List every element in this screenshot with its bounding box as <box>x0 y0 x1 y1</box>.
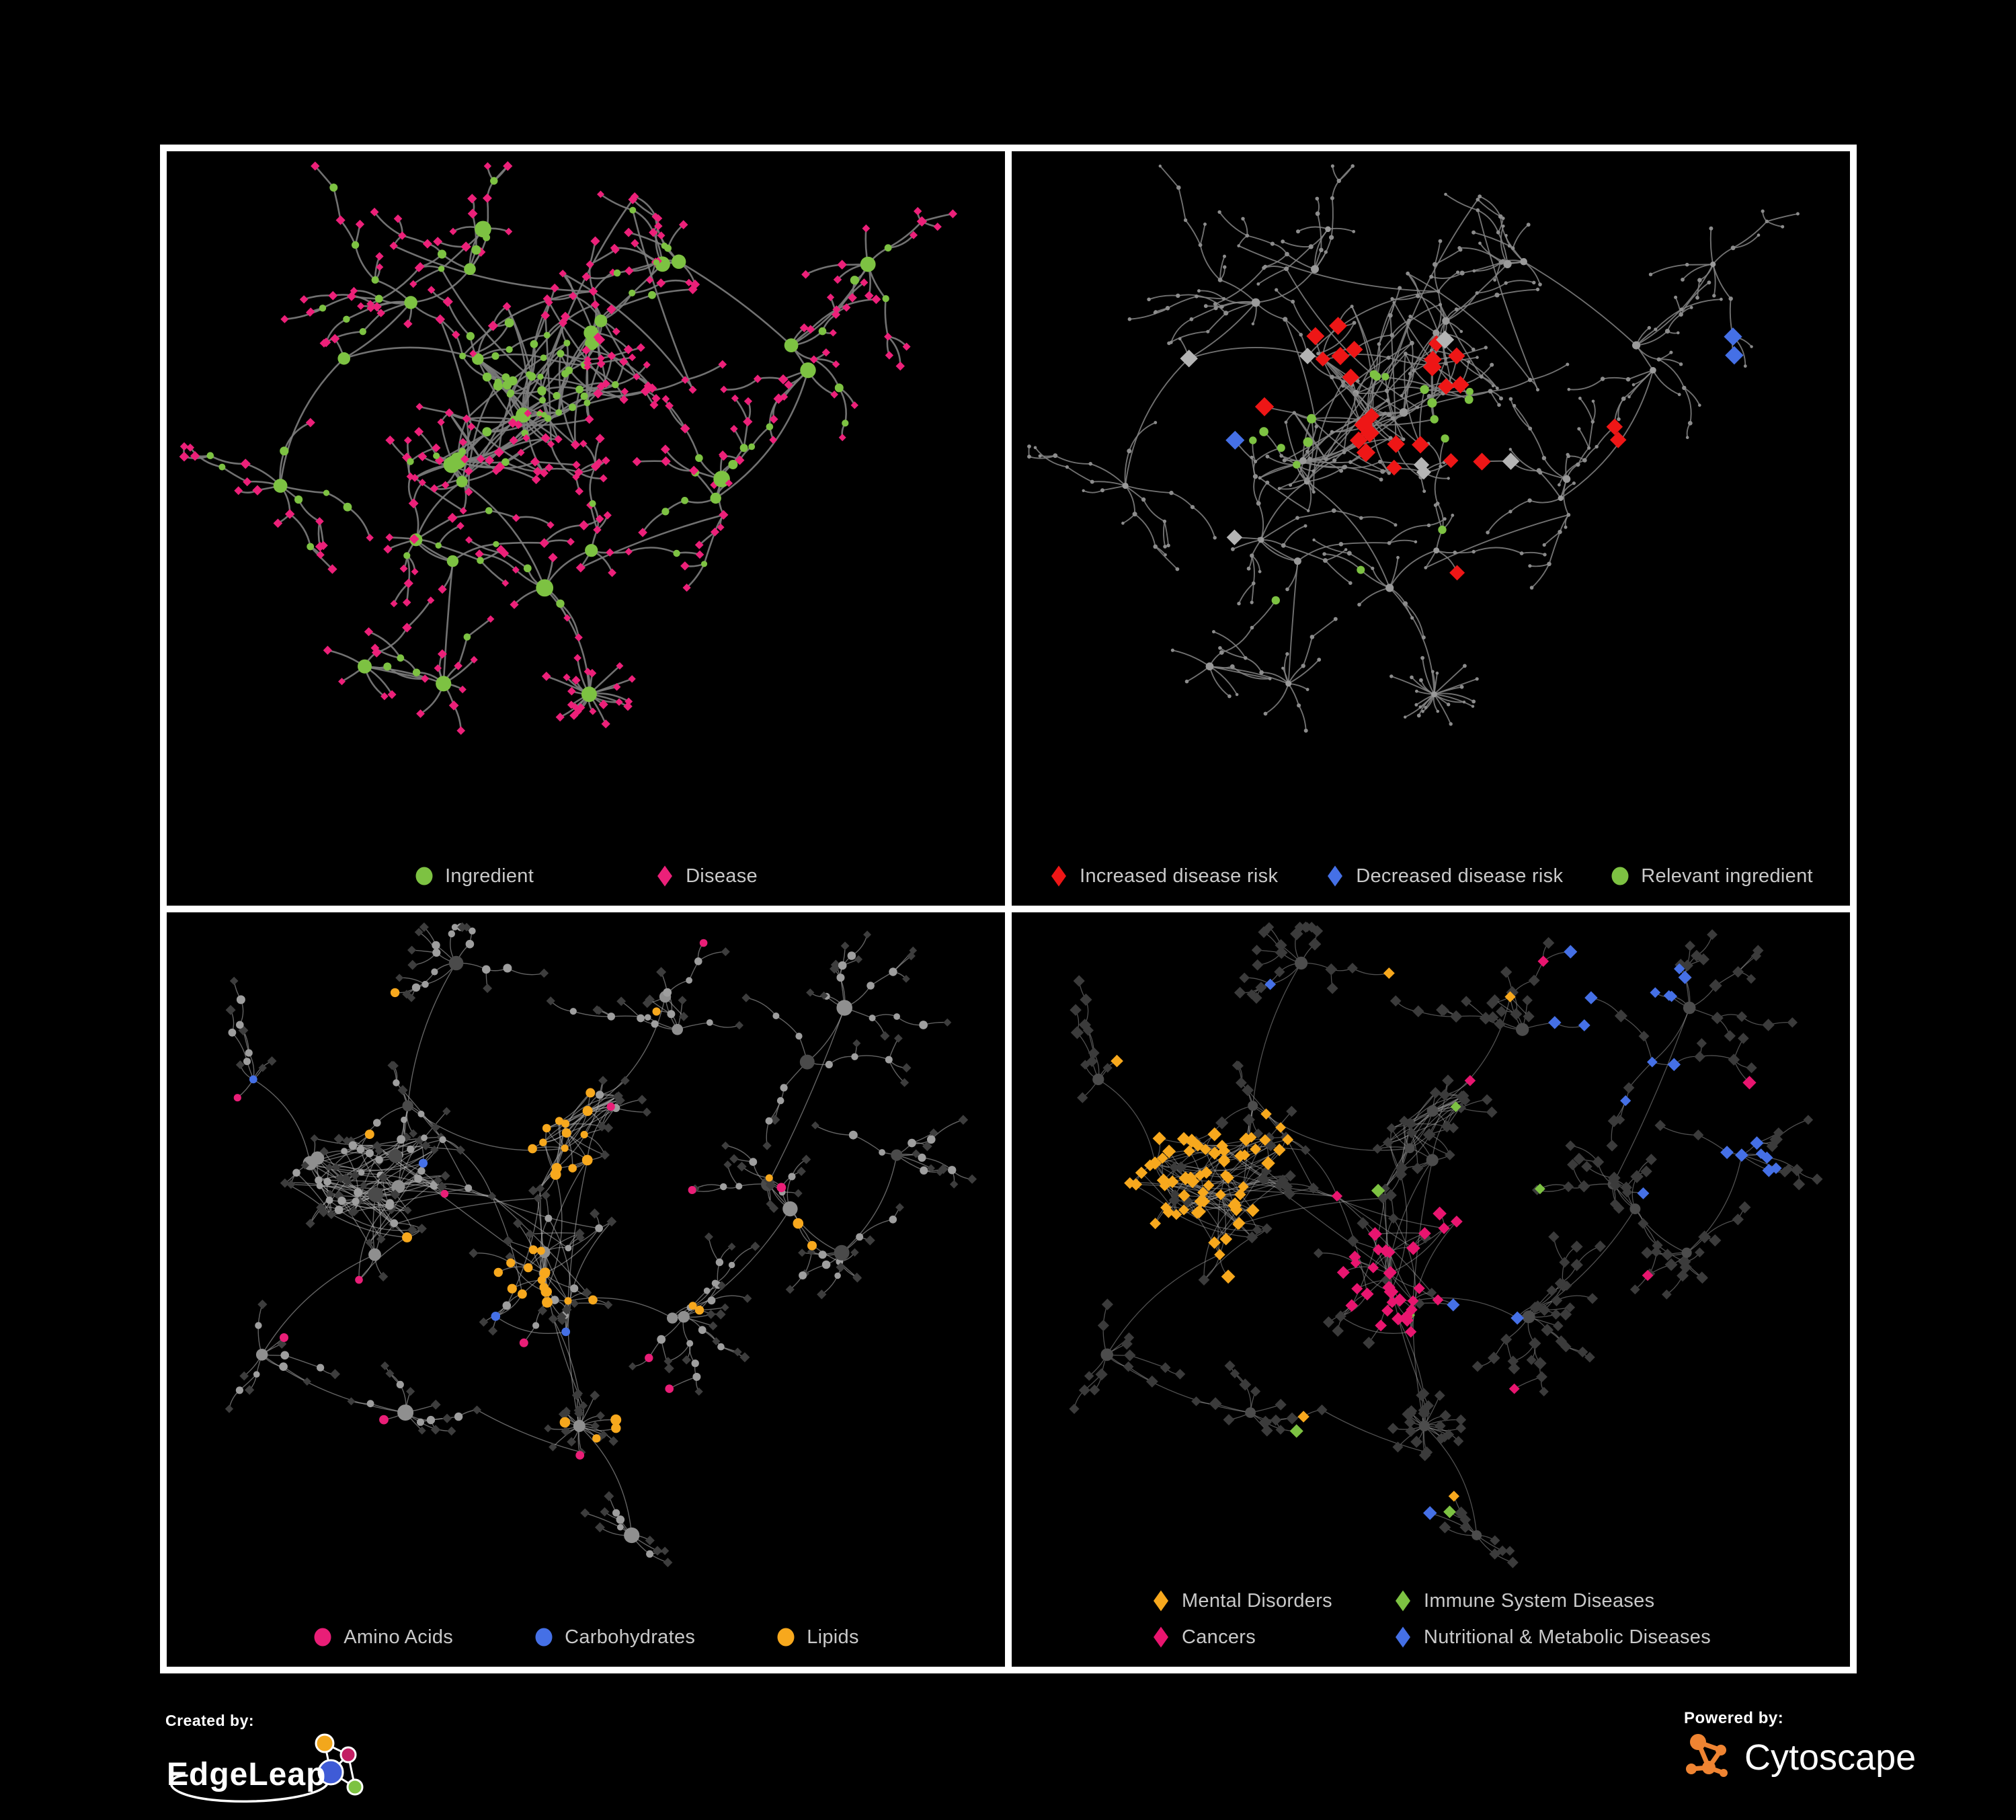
graph-nodes <box>179 161 957 735</box>
panel-disease-category-network: Mental Disorders Immune System Diseases Ca… <box>1012 912 1850 1667</box>
legend-label-mental-disorders: Mental Disorders <box>1181 1589 1332 1612</box>
legend-item-nutritional-metabolic-diseases: Nutritional & Metabolic Diseases <box>1393 1625 1711 1649</box>
panel-disease-risk-network: Increased disease risk Decreased disease … <box>1012 151 1850 906</box>
graph-highlight-nodes <box>1111 945 1782 1520</box>
diamond-legend-marker-icon <box>1395 1590 1410 1612</box>
legend-disease-risk: Increased disease risk Decreased disease … <box>1012 864 1850 888</box>
edgeleap-logo-icon: EdgeLeap <box>167 1733 364 1803</box>
edgeleap-wordmark: EdgeLeap <box>167 1757 326 1792</box>
legend-label-lipids: Lipids <box>807 1626 859 1648</box>
network-graph-nutrient-classes <box>225 922 977 1567</box>
graph-highlight-nodes <box>482 318 591 422</box>
legend-label-carbohydrates: Carbohydrates <box>565 1626 696 1648</box>
legend-label-amino-acids: Amino Acids <box>344 1626 454 1648</box>
network-graph-disease-risk <box>1027 164 1800 733</box>
edgeleap-node-green <box>346 1778 364 1796</box>
edgeleap-node-pink <box>339 1746 357 1764</box>
legend-item-carbohydrates: Carbohydrates <box>534 1625 695 1649</box>
graph-edges <box>1028 165 1799 731</box>
diamond-legend-marker-icon <box>657 865 673 887</box>
graph-highlight-nodes <box>233 939 817 1460</box>
graph-edges <box>229 926 973 1563</box>
legend-label-ingredient: Ingredient <box>445 865 534 887</box>
legend-nutrient-classes: Amino Acids Carbohydrates Lipids <box>167 1625 1005 1649</box>
graph-nodes <box>225 922 977 1567</box>
legend-item-amino-acids: Amino Acids <box>313 1625 453 1649</box>
legend-label-relevant-ingredient: Relevant ingredient <box>1641 865 1813 887</box>
graph-nodes <box>1027 164 1800 733</box>
legend-label-immune-system-diseases: Immune System Diseases <box>1423 1589 1655 1612</box>
graph-edges <box>183 165 954 731</box>
legend-item-mental-disorders: Mental Disorders <box>1151 1589 1332 1613</box>
legend-item-disease: Disease <box>655 864 758 888</box>
diamond-legend-marker-icon <box>1153 1626 1168 1648</box>
legend-item-immune-system-diseases: Immune System Diseases <box>1393 1589 1711 1613</box>
legend-label-nutritional-metabolic-diseases: Nutritional & Metabolic Diseases <box>1423 1626 1711 1648</box>
legend-item-decreased-disease-risk: Decreased disease risk <box>1325 864 1563 888</box>
circle-legend-marker-icon <box>535 1628 553 1647</box>
legend-item-cancers: Cancers <box>1151 1625 1332 1649</box>
legend-ingredient-disease: Ingredient Disease <box>167 864 1005 888</box>
legend-label-cancers: Cancers <box>1181 1626 1256 1648</box>
legend-item-relevant-ingredient: Relevant ingredient <box>1610 864 1813 888</box>
legend-disease-categories: Mental Disorders Immune System Diseases Ca… <box>1012 1589 1850 1649</box>
created-by-label: Created by: <box>165 1712 255 1729</box>
panel-grid: Ingredient Disease Increased disease risk… <box>167 151 1850 1667</box>
circle-legend-marker-icon <box>415 867 433 885</box>
edgeleap-swoosh <box>170 1774 329 1803</box>
network-graph-ingredient-disease <box>179 161 957 735</box>
diamond-legend-marker-icon <box>1051 865 1067 887</box>
cytoscape-credit: Powered by: Cytoscape <box>1684 1709 1916 1783</box>
circle-legend-marker-icon <box>314 1628 331 1647</box>
edgeleap-credit: Created by: EdgeLeap <box>161 1712 376 1809</box>
cytoscape-logo-icon <box>1686 1734 1728 1777</box>
legend-item-lipids: Lipids <box>776 1625 859 1649</box>
cytoscape-wordmark: Cytoscape <box>1744 1737 1917 1778</box>
legend-item-ingredient: Ingredient <box>414 864 534 888</box>
diamond-legend-marker-icon <box>1328 865 1343 887</box>
diamond-legend-marker-icon <box>1395 1626 1410 1648</box>
cytoscape-logo-row: Cytoscape <box>1684 1732 1916 1783</box>
edgeleap-node-orange <box>315 1733 335 1753</box>
legend-label-disease: Disease <box>686 865 758 887</box>
legend-label-decreased-disease-risk: Decreased disease risk <box>1356 865 1564 887</box>
network-graph-disease-categories <box>1069 921 1823 1569</box>
panel-ingredient-disease-network: Ingredient Disease <box>167 151 1005 906</box>
circle-legend-marker-icon <box>777 1628 795 1647</box>
circle-legend-marker-icon <box>1611 867 1629 885</box>
panel-nutrient-class-network: Amino Acids Carbohydrates Lipids <box>167 912 1005 1667</box>
powered-by-label: Powered by: <box>1684 1709 1784 1727</box>
diamond-legend-marker-icon <box>1153 1590 1168 1612</box>
graph-nodes <box>1069 921 1823 1569</box>
legend-item-increased-disease-risk: Increased disease risk <box>1049 864 1278 888</box>
legend-label-increased-disease-risk: Increased disease risk <box>1080 865 1279 887</box>
edgeleap-node-blue <box>317 1759 344 1786</box>
figure-frame: Ingredient Disease Increased disease risk… <box>160 145 1857 1673</box>
graph-edges <box>1074 926 1818 1563</box>
